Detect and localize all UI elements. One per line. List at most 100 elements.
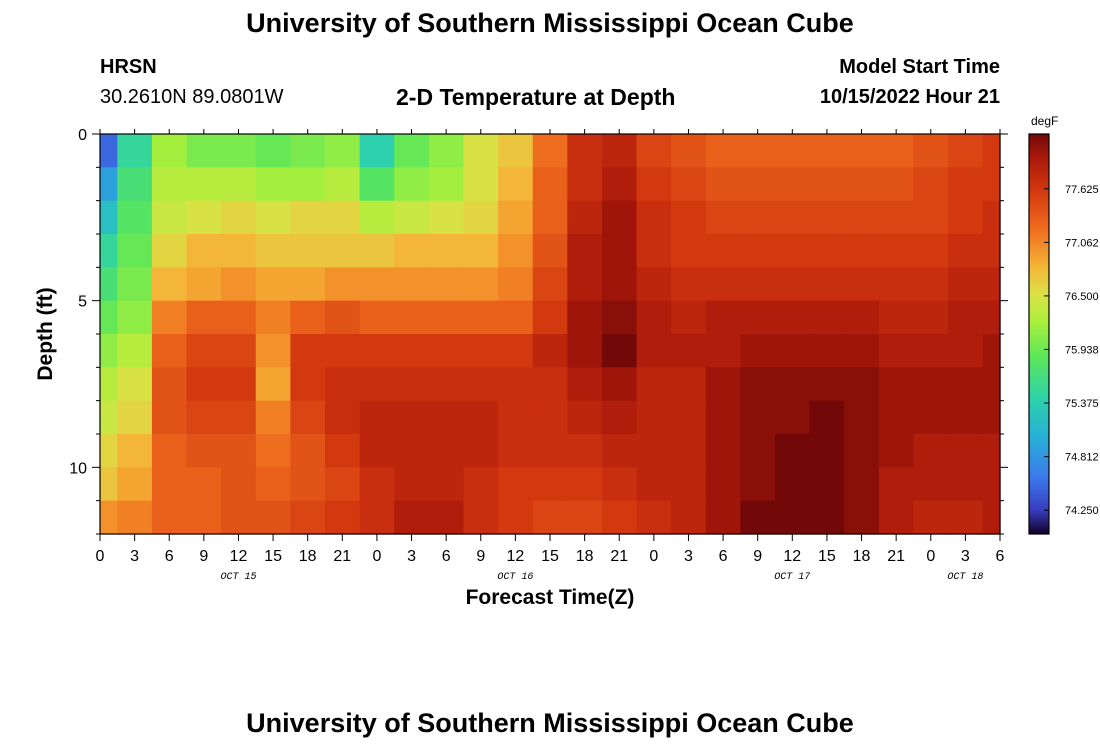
heatmap-cell	[255, 434, 291, 468]
colorbar-tick-label: 74.250	[1065, 505, 1099, 517]
heatmap-cell	[117, 167, 153, 202]
x-tick-label: 6	[996, 548, 1005, 565]
heatmap-cell	[878, 367, 915, 402]
heatmap-cell	[221, 234, 257, 268]
heatmap-cell	[151, 500, 188, 535]
heatmap-cell	[878, 434, 915, 468]
heatmap-cell	[221, 267, 257, 302]
heatmap-cell	[359, 300, 395, 335]
heatmap-cell	[325, 200, 361, 235]
heatmap-cell	[117, 400, 153, 435]
heatmap-cell	[671, 167, 707, 202]
heatmap-cell	[844, 334, 880, 368]
heatmap-cell	[290, 134, 326, 168]
heatmap-cell	[325, 434, 361, 468]
heatmap-cell	[809, 300, 845, 335]
heatmap-cell	[601, 367, 638, 402]
heatmap-cell	[394, 500, 430, 535]
heatmap-cell	[705, 234, 741, 268]
x-tick-label: 21	[610, 548, 628, 565]
heatmap-cell	[844, 167, 880, 202]
colorbar-unit-label: degF	[1031, 114, 1058, 128]
y-tick-label: 10	[69, 460, 87, 477]
heatmap-cell	[809, 167, 845, 202]
heatmap-cell	[359, 434, 395, 468]
heatmap-cell	[671, 434, 707, 468]
heatmap-cell	[428, 234, 465, 268]
heatmap-cell	[948, 434, 984, 468]
heatmap-cell	[394, 300, 430, 335]
heatmap-cell	[498, 134, 534, 168]
y-tick-label: 0	[78, 127, 87, 144]
heatmap-cell	[221, 200, 257, 235]
heatmap-cell	[394, 434, 430, 468]
heatmap-cell	[982, 134, 1001, 168]
heatmap-cell	[463, 200, 499, 235]
heatmap-cell	[982, 334, 1001, 368]
heatmap-cell	[567, 167, 603, 202]
heatmap-cell	[498, 400, 534, 435]
heatmap-cell	[705, 400, 741, 435]
heatmap-cell	[705, 500, 741, 535]
heatmap-cell	[601, 167, 638, 202]
heatmap-cell	[948, 334, 984, 368]
heatmap-cell	[498, 334, 534, 368]
heatmap-cell	[913, 200, 949, 235]
heatmap-cell	[463, 500, 499, 535]
heatmap-cell	[463, 134, 499, 168]
heatmap-cell	[151, 134, 188, 168]
heatmap-cell	[290, 467, 326, 502]
x-tick-label: 15	[541, 548, 559, 565]
y-axis: 0 5 10	[69, 127, 1008, 535]
heatmap-cell	[498, 434, 534, 468]
heatmap-cell	[532, 434, 568, 468]
heatmap-cell	[532, 300, 568, 335]
heatmap-cell	[359, 400, 395, 435]
heatmap-cell	[255, 400, 291, 435]
heatmap-cell	[636, 267, 672, 302]
heatmap-cell	[463, 234, 499, 268]
heatmap-cell	[290, 300, 326, 335]
heatmap-cell	[982, 400, 1001, 435]
x-tick-label: 0	[372, 548, 381, 565]
x-tick-label: 3	[130, 548, 139, 565]
heatmap-cell	[186, 134, 222, 168]
heatmap-cell	[948, 200, 984, 235]
heatmap-cell	[394, 400, 430, 435]
plot-title: 2-D Temperature at Depth	[396, 84, 676, 110]
heatmap-cell	[290, 267, 326, 302]
heatmap-cell	[428, 500, 465, 535]
x-tick-label: 3	[407, 548, 416, 565]
heatmap-cell	[740, 134, 776, 168]
heatmap-cell	[636, 467, 672, 502]
heatmap-cell	[809, 400, 845, 435]
heatmap-cell	[290, 234, 326, 268]
heatmap-cell	[151, 200, 188, 235]
heatmap-cell	[463, 434, 499, 468]
heatmap-cell	[463, 267, 499, 302]
heatmap-cell	[671, 234, 707, 268]
heatmap-cell	[325, 334, 361, 368]
heatmap-cell	[913, 367, 949, 402]
heatmap-cell	[567, 267, 603, 302]
heatmap-cell	[601, 267, 638, 302]
heatmap-cell	[878, 467, 915, 502]
heatmap-cell	[100, 134, 118, 168]
heatmap-cell	[567, 400, 603, 435]
heatmap-cell	[601, 434, 638, 468]
heatmap-cell	[186, 200, 222, 235]
heatmap-cell	[463, 167, 499, 202]
heatmap-cell	[221, 400, 257, 435]
heatmap-cell	[100, 500, 118, 535]
heatmap-cell	[325, 234, 361, 268]
heatmap-cell	[325, 267, 361, 302]
x-tick-label: 18	[299, 548, 317, 565]
heatmap-cell	[394, 134, 430, 168]
heatmap-cell	[100, 167, 118, 202]
heatmap-cell	[601, 467, 638, 502]
heatmap-cell	[290, 200, 326, 235]
heatmap-cell	[151, 400, 188, 435]
y-axis-label: Depth (ft)	[34, 287, 57, 380]
date-label: OCT 18	[947, 572, 983, 583]
heatmap-cell	[636, 334, 672, 368]
